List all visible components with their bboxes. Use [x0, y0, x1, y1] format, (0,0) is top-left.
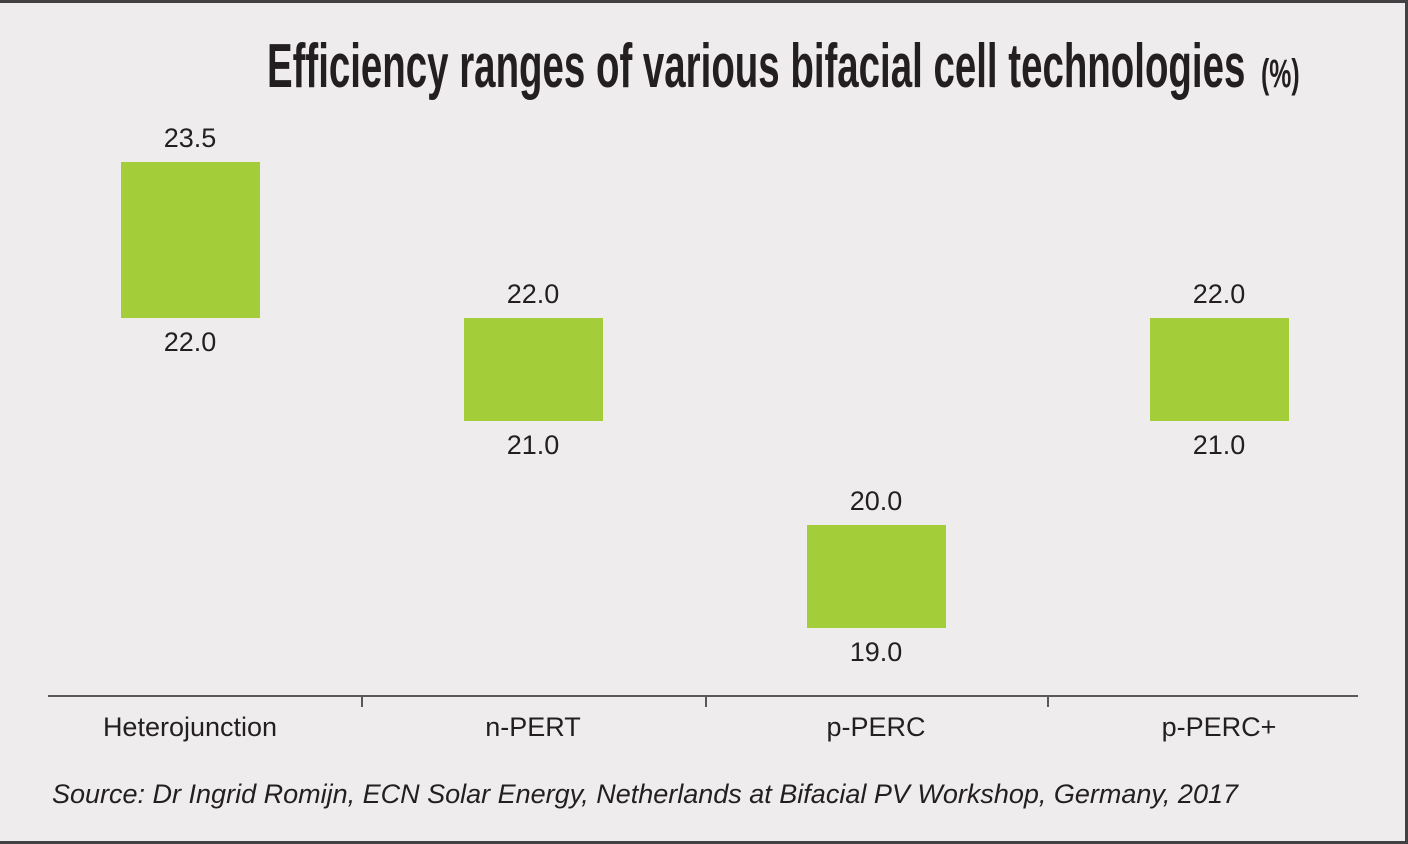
range-bar-heterojunction — [120, 162, 260, 318]
category-label-n-pert: n-PERT — [485, 712, 581, 742]
category-label-heterojunction: Heterojunction — [102, 712, 278, 742]
chart-title-unit: (%) — [1261, 52, 1300, 96]
plot-area: 23.5 22.0 22.0 21.0 20.0 19.0 22.0 21.0 — [0, 3, 1405, 841]
value-label-low-p-perc: 21.0 — [1192, 430, 1246, 460]
value-label-high-n-pert: 22.0 — [506, 279, 560, 309]
axis-tick — [705, 697, 707, 707]
x-axis-line — [48, 695, 1358, 707]
value-label-low-p-perc: 19.0 — [849, 637, 903, 667]
value-label-high-p-perc: 20.0 — [849, 486, 903, 516]
category-label-p-perc: p-PERC — [826, 712, 926, 742]
value-label-high-p-perc: 22.0 — [1192, 279, 1246, 309]
category-label-p-perc-plus: p-PERC+ — [1161, 712, 1277, 742]
range-bar-p-perc — [1149, 318, 1289, 421]
source-note: Source: Dr Ingrid Romijn, ECN Solar Ener… — [52, 779, 1238, 809]
chart-title-text: Efficiency ranges of various bifacial ce… — [266, 32, 1246, 101]
range-bar-n-pert — [463, 318, 603, 421]
range-bar-p-perc — [806, 525, 946, 628]
value-label-low-n-pert: 21.0 — [506, 430, 560, 460]
axis-tick — [361, 697, 363, 707]
axis-tick — [1047, 697, 1049, 707]
chart-title: Efficiency ranges of various bifacial ce… — [267, 31, 1300, 102]
value-label-high-heterojunction: 23.5 — [163, 123, 217, 153]
value-label-low-heterojunction: 22.0 — [163, 327, 217, 357]
